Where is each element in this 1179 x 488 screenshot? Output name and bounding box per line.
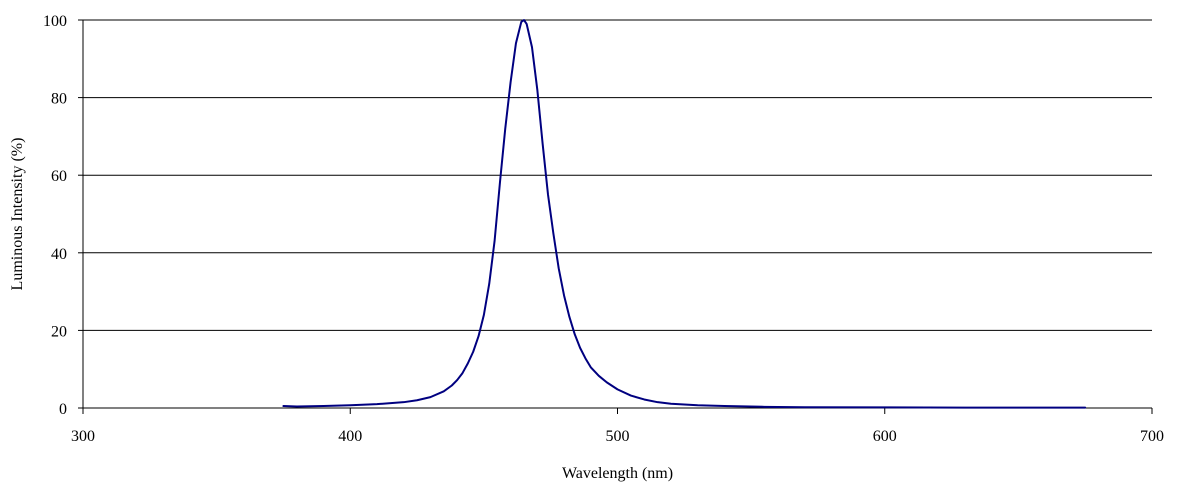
x-axis-title: Wavelength (nm) [562,465,673,482]
y-tick-label: 60 [51,168,67,185]
series-layer [282,19,1087,409]
x-tick-label: 700 [1140,428,1164,445]
gridlines [83,19,1152,331]
x-tick-label: 500 [606,428,630,445]
y-tick-label: 0 [59,401,67,418]
x-tick-label: 600 [873,428,897,445]
y-tick-label: 100 [43,13,67,30]
series-line [282,19,1087,409]
y-tick-label: 40 [51,246,67,263]
x-tick-label: 300 [71,428,95,445]
y-axis-title: Luminous Intensity (%) [9,138,26,291]
x-tick-label: 400 [338,428,362,445]
tick-labels: 0 20 40 60 80 100 300 400 500 600 700 [43,13,1164,445]
y-tick-label: 80 [51,91,67,108]
y-tick-label: 20 [51,323,67,340]
